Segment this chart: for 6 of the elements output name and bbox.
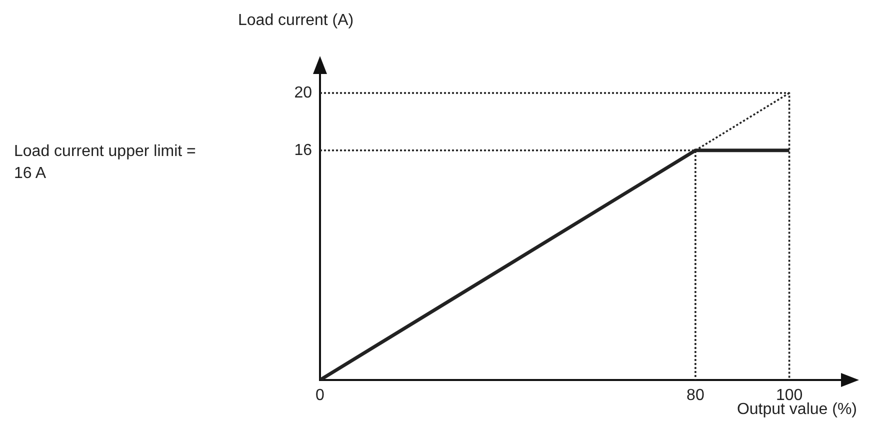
text: Load current upper limit = 16 A [14,142,197,184]
y-tick-label: 20 [294,84,312,102]
y-tick-label: 16 [294,142,312,159]
x-tick-label: 0 [316,387,325,404]
x-tick-label: 80 [686,387,704,404]
y-axis-title: Load current (A) [238,12,354,30]
